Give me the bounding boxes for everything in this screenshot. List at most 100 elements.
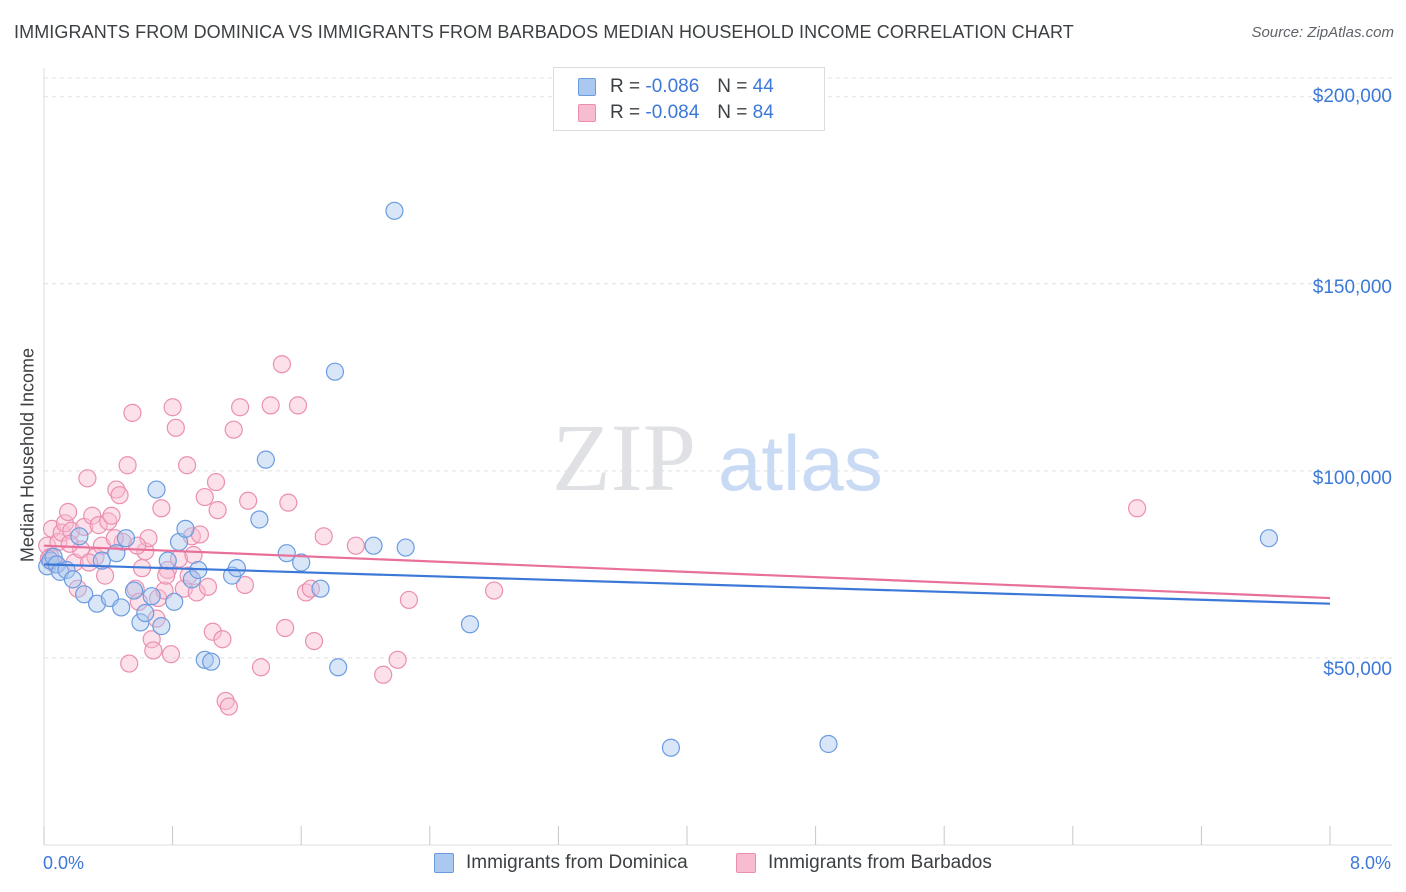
x-tick-label-max: 8.0% [1350,853,1392,873]
legend-swatch-barbados-bottom [736,853,756,873]
barbados-point [399,590,419,610]
trend-lines [43,544,1331,605]
dominica-point [1259,529,1279,548]
barbados-point [279,493,298,512]
dominica-point [819,734,838,754]
dominica-point [152,617,171,636]
barbados-point [177,456,197,475]
legend-r-value: -0.084 [645,102,700,123]
barbados-point [1127,499,1147,518]
dominica-point [182,570,201,589]
dominica-point [63,570,83,589]
barbados-point [206,472,226,492]
chart-title: IMMIGRANTS FROM DOMINICA VS IMMIGRANTS F… [14,22,1074,42]
trend-line-dominica [43,563,1331,605]
watermark-zip: ZIP [552,404,696,511]
barbados-point [123,403,142,422]
barbados-point [163,398,182,417]
barbados-point [157,566,176,585]
dominica-point [165,592,184,611]
dominica-point [124,581,144,600]
barbados-point [71,540,91,559]
watermark-atlas: atlas [718,419,883,507]
dominica-point [116,529,136,548]
barbados-point [195,487,214,507]
legend-n-value: 84 [752,102,774,123]
legend-n-value: 44 [752,76,774,97]
barbados-point [388,650,407,669]
trend-line-barbados [43,544,1331,600]
legend-item-barbados[interactable]: Immigrants from Barbados [736,852,992,874]
dominica-point [277,544,296,563]
dominica-point [107,544,126,563]
legend-item-dominica[interactable]: Immigrants from Dominica [434,852,688,874]
barbados-point [55,514,74,533]
barbados-point [203,622,222,641]
dominica-point [460,615,480,634]
barbados-point [144,641,163,660]
dominica-point [311,579,330,598]
legend-n-label: N = [717,76,748,97]
dominica-point [147,480,166,499]
dominica-point [385,201,404,220]
barbados-point [304,631,324,651]
legend-label-barbados: Immigrants from Barbados [768,852,992,873]
y-tick-label-200000: $200,000 [1312,86,1392,107]
legend-r-label: R = [610,102,641,123]
barbados-point [485,581,504,600]
barbados-point [213,630,232,649]
y-tick-label-150000: $150,000 [1312,277,1392,298]
barbados-point [83,506,102,525]
legend-r-value: -0.086 [645,76,700,97]
dominica-point [75,585,94,604]
barbados-point [161,645,181,664]
barbados-point [288,396,308,415]
series-dominica-points [38,201,1279,757]
dominica-point [92,551,111,570]
barbados-point [276,618,295,638]
barbados-point [239,491,258,510]
dominica-point [158,551,177,570]
watermark: ZIP atlas [552,404,883,511]
barbados-point [110,486,129,505]
dominica-point [142,587,161,606]
barbados-point [235,575,255,595]
y-tick-label-100000: $100,000 [1312,468,1392,489]
dominica-point [329,658,348,677]
legend-n-label: N = [717,102,748,123]
barbados-point [166,418,185,437]
dominica-point [364,536,383,555]
barbados-point [78,469,97,488]
barbados-point [301,579,320,598]
dominica-point [250,510,269,529]
barbados-point [216,691,235,711]
legend-label-dominica: Immigrants from Dominica [466,852,688,873]
barbados-point [107,480,126,499]
dominica-point [112,598,131,617]
dominica-point [131,613,150,632]
legend-row-barbados: R = -0.084 N = 84 [578,101,774,125]
legend-swatch-dominica-bottom [434,853,454,873]
barbados-point [99,512,118,531]
barbados-point [219,697,238,716]
dominica-point [176,519,195,538]
barbados-point [231,398,250,417]
axis-layer [43,68,1392,846]
dominica-point [396,538,415,557]
barbados-point [346,536,365,555]
barbados-point [251,658,271,677]
legend-swatch-dominica [578,78,596,96]
barbados-point [59,502,78,522]
barbados-point [374,665,393,684]
y-tick-label-50000: $50,000 [1323,659,1392,680]
dominica-point [661,738,681,757]
barbados-point [60,534,79,553]
correlation-legend: R = -0.086 N = 44 R = -0.084 N = 84 [553,67,825,131]
legend-swatch-barbados [578,104,596,122]
barbados-point [224,420,243,439]
x-tick-label-min: 0.0% [43,853,85,873]
dominica-point [292,553,311,572]
barbados-point [142,630,161,649]
dominica-point [136,603,155,623]
barbados-point [314,527,333,546]
